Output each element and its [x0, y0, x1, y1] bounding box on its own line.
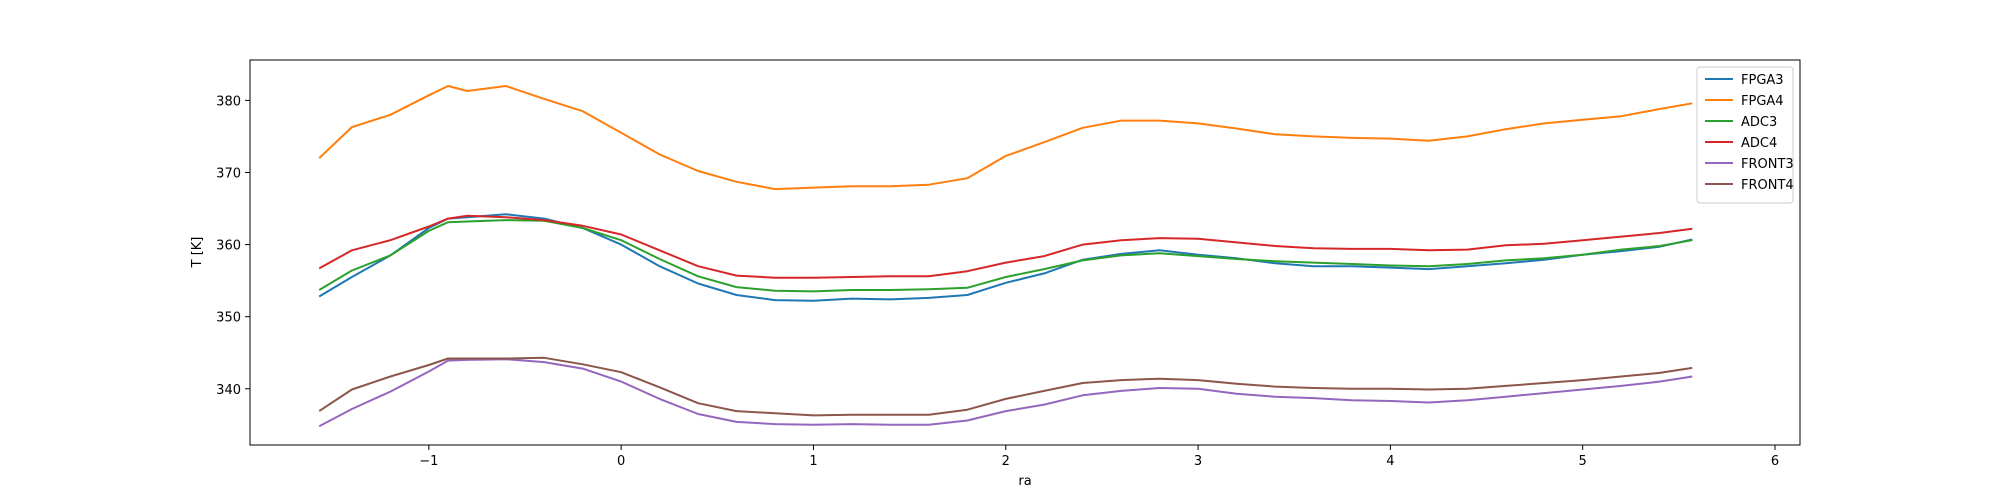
y-tick-label: 340 — [216, 383, 241, 398]
axes-layer: −1 0 1 2 3 4 5 6 340 350 360 370 380 — [216, 94, 1779, 469]
x-axis-label: ra — [1018, 474, 1031, 489]
series-line-fpga4 — [318, 85, 1693, 191]
legend-label: ADC3 — [1741, 115, 1777, 130]
legend-label: FPGA4 — [1741, 94, 1784, 109]
legend-label: FPGA3 — [1741, 73, 1784, 88]
y-tick-label: 360 — [216, 239, 241, 254]
x-tick-label: 5 — [1579, 454, 1587, 469]
series-line-front3 — [318, 358, 1693, 428]
x-tick-label: 1 — [809, 454, 817, 469]
series-line-fpga3 — [318, 213, 1693, 302]
series-line-adc4 — [318, 214, 1693, 279]
series-line-front4 — [318, 356, 1693, 417]
x-tick-label: −1 — [419, 454, 438, 469]
y-tick-label: 380 — [216, 94, 241, 109]
plot-background — [250, 60, 1800, 445]
y-axis-label: T [K] — [190, 237, 205, 269]
x-tick-label: 0 — [617, 454, 625, 469]
y-tick-label: 370 — [216, 166, 241, 181]
x-tick-label: 4 — [1386, 454, 1394, 469]
legend: FPGA3 FPGA4 ADC3 ADC4 FRONT3 FRONT4 — [1696, 66, 1794, 204]
x-tick-label: 2 — [1002, 454, 1010, 469]
series-layer — [318, 85, 1693, 428]
series-line-adc3 — [318, 219, 1693, 293]
x-tick-label: 6 — [1771, 454, 1779, 469]
legend-label: FRONT3 — [1741, 157, 1794, 172]
legend-label: ADC4 — [1741, 136, 1777, 151]
y-tick-label: 350 — [216, 311, 241, 326]
legend-label: FRONT4 — [1741, 178, 1794, 193]
x-tick-label: 3 — [1194, 454, 1202, 469]
plot-frame — [249, 59, 1801, 446]
